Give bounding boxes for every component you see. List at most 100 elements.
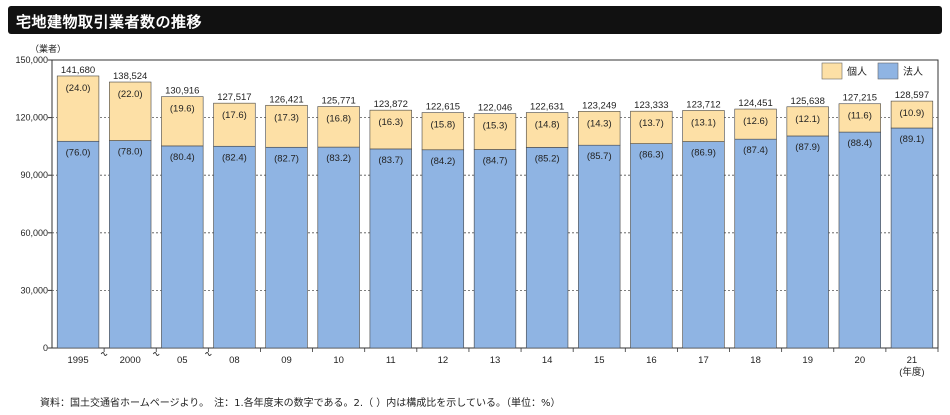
corporate-share-label: (84.7) [483, 156, 508, 167]
bar-individual [213, 102, 256, 147]
individual-share-label: (12.6) [743, 116, 768, 127]
axis-break-mark [204, 352, 212, 356]
x-tick-label: 17 [698, 355, 709, 366]
y-tick-label: 90,000 [20, 170, 48, 180]
corporate-share-label: (87.9) [795, 142, 820, 153]
x-tick-label: 1995 [67, 355, 88, 366]
bar-individual [109, 81, 152, 141]
source-note: 資料：国土交通省ホームページより。 注：1.各年度末の数字である。2.（ ）内は… [40, 398, 561, 409]
y-axis-unit: （業者） [30, 43, 66, 54]
x-tick-label: 11 [386, 355, 396, 366]
individual-share-label: (24.0) [66, 83, 91, 94]
total-label: 125,638 [791, 96, 825, 107]
bar-corporate [890, 127, 934, 349]
individual-share-label: (15.8) [430, 120, 455, 131]
total-label: 125,771 [321, 96, 355, 107]
individual-share-label: (19.6) [170, 104, 195, 115]
bar-individual [578, 111, 621, 146]
bar-corporate [56, 140, 100, 349]
bar-corporate [213, 145, 256, 349]
bar-individual [473, 113, 517, 150]
x-tick-label: 08 [229, 355, 240, 366]
axis-break-mark [100, 352, 108, 356]
corporate-share-label: (86.3) [639, 150, 664, 161]
individual-share-label: (10.9) [900, 108, 925, 119]
corporate-share-label: (85.7) [587, 151, 612, 162]
corporate-share-label: (85.2) [535, 153, 560, 164]
individual-share-label: (14.8) [535, 120, 560, 131]
bar-corporate [109, 140, 152, 349]
bar-corporate [161, 145, 204, 349]
corporate-share-label: (83.7) [378, 155, 403, 166]
y-tick-label: 150,000 [15, 55, 48, 65]
total-label: 126,421 [269, 94, 303, 105]
bar-individual [317, 106, 360, 148]
x-tick-label: 05 [177, 355, 188, 366]
total-label: 127,517 [217, 92, 251, 103]
bar-corporate [786, 135, 829, 349]
corporate-share-label: (84.2) [430, 156, 455, 167]
legend-swatch [821, 62, 843, 80]
corporate-share-label: (82.4) [222, 152, 247, 163]
x-tick-label: 15 [594, 355, 605, 366]
bar-individual [421, 112, 465, 151]
y-tick-label: 120,000 [15, 113, 48, 123]
individual-share-label: (22.0) [118, 89, 143, 100]
bar-corporate [838, 131, 881, 349]
corporate-share-label: (83.2) [326, 153, 351, 164]
bar-corporate [473, 149, 517, 349]
bar-corporate [369, 148, 412, 349]
x-tick-label: 2000 [120, 355, 141, 366]
total-label: 138,524 [113, 71, 147, 82]
individual-share-label: (11.6) [848, 111, 872, 122]
total-label: 141,680 [61, 65, 95, 76]
corporate-share-label: (86.9) [691, 148, 716, 159]
individual-share-label: (16.3) [378, 117, 403, 128]
corporate-share-label: (82.7) [274, 153, 299, 164]
bar-individual [525, 112, 569, 148]
bar-corporate [421, 149, 465, 349]
corporate-share-label: (89.1) [900, 134, 925, 145]
x-tick-label: 20 [855, 355, 866, 366]
total-label: 123,333 [634, 100, 668, 111]
y-tick-label: 0 [43, 343, 48, 353]
corporate-share-label: (80.4) [170, 152, 195, 163]
y-tick-label: 30,000 [20, 285, 48, 295]
legend-swatch [877, 62, 899, 80]
total-label: 127,215 [843, 93, 877, 104]
x-tick-label: 16 [646, 355, 657, 366]
corporate-share-label: (76.0) [66, 147, 91, 158]
total-label: 130,916 [165, 86, 199, 97]
total-label: 123,712 [686, 99, 720, 110]
individual-share-label: (12.1) [795, 114, 820, 125]
title-bar: 宅地建物取引業者数の推移 [8, 6, 942, 34]
total-label: 124,451 [738, 98, 772, 109]
x-tick-label: 19 [802, 355, 813, 366]
bar-individual [682, 110, 725, 142]
individual-share-label: (17.6) [222, 110, 247, 121]
bar-individual [786, 106, 829, 137]
chart-title: 宅地建物取引業者数の推移 [16, 13, 203, 31]
individual-share-label: (13.7) [639, 118, 664, 129]
legend-label: 法人 [903, 65, 923, 78]
axis-break-mark [152, 352, 160, 356]
bar-individual [838, 103, 881, 133]
total-label: 123,872 [374, 99, 408, 110]
total-label: 122,046 [478, 103, 512, 114]
x-tick-label: 10 [333, 355, 344, 366]
bar-corporate [265, 146, 308, 349]
bar-corporate [630, 143, 673, 349]
total-label: 128,597 [895, 90, 929, 101]
total-label: 122,615 [426, 102, 460, 113]
bar-individual [265, 104, 308, 148]
bar-individual [369, 109, 412, 150]
bar-corporate [682, 141, 725, 349]
x-tick-label: 14 [542, 355, 553, 366]
individual-share-label: (14.3) [587, 118, 612, 129]
individual-share-label: (16.8) [326, 114, 351, 125]
bar-individual [734, 108, 777, 140]
bar-individual [56, 75, 100, 142]
x-axis-unit: (年度) [899, 366, 924, 378]
corporate-share-label: (88.4) [847, 138, 872, 149]
